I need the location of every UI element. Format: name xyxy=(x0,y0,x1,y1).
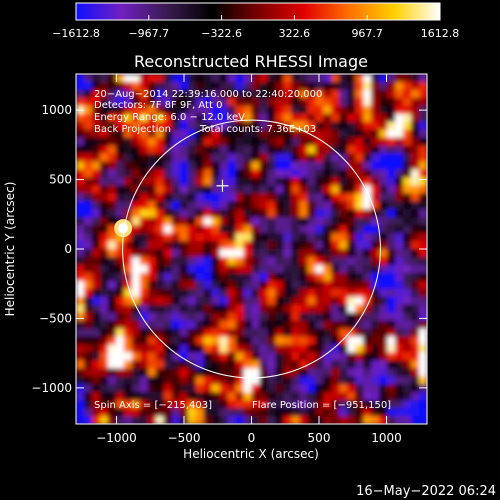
y-tick-label: −1000 xyxy=(31,381,72,395)
annotation-total-counts: Total counts: 7.36E+03 xyxy=(199,124,316,135)
x-tick-label: 500 xyxy=(308,431,331,445)
y-tick-label: 0 xyxy=(64,242,72,256)
x-tick-label: 0 xyxy=(248,431,256,445)
colorbar-tick-label: −322.6 xyxy=(201,27,242,40)
colorbar-tick-label: 322.6 xyxy=(279,27,311,40)
solar-disk-outline xyxy=(122,119,381,379)
plus-marker xyxy=(216,179,229,192)
x-tick-label: −500 xyxy=(168,431,201,445)
x-axis-label: Heliocentric X (arcsec) xyxy=(183,447,319,461)
y-tick-label: 1000 xyxy=(41,103,72,117)
annotation-spin-axis: Spin Axis = [−215,403] xyxy=(94,400,212,411)
colorbar-ticks: −1612.8 −967.7 −322.6 322.6 967.7 1612.8 xyxy=(52,15,459,40)
y-tick-label: 500 xyxy=(49,173,72,187)
annotation-time-range: 20−Aug−2014 22:39:16.000 to 22:40:20.000 xyxy=(94,89,322,100)
y-axis-label: Heliocentric Y (arcsec) xyxy=(3,182,17,317)
x-tick-label: 1000 xyxy=(371,431,402,445)
x-tick-label: −1000 xyxy=(96,431,137,445)
heatmap-image xyxy=(76,74,427,424)
colorbar: −1612.8 −967.7 −322.6 322.6 967.7 1612.8 xyxy=(52,2,459,40)
annotation-flare-position: Flare Position = [−951,150] xyxy=(252,400,391,411)
axis-tick-labels: −1000 −500 0 500 1000 −1000 −500 0 500 1000 xyxy=(31,103,401,445)
annotation-method: Back Projection xyxy=(94,124,171,135)
y-tick-label: −500 xyxy=(39,311,72,325)
colorbar-tick-label: −1612.8 xyxy=(52,27,100,40)
colorbar-tick-label: −967.7 xyxy=(128,27,169,40)
colorbar-tick-label: 967.7 xyxy=(351,27,383,40)
bright-source-core xyxy=(118,223,129,234)
colorbar-gradient xyxy=(75,2,441,21)
chart-title: Reconstructed RHESSI Image xyxy=(134,52,368,71)
annotations: 20−Aug−2014 22:39:16.000 to 22:40:20.000… xyxy=(94,89,391,411)
annotation-detectors: Detectors: 7F 8F 9F, Att 0 xyxy=(94,100,222,111)
annotation-energy-range: Energy Range: 6.0 − 12.0 keV xyxy=(94,112,245,123)
colorbar-tick-label: 1612.8 xyxy=(421,27,460,40)
axis-ticks xyxy=(76,74,427,424)
footer-timestamp: 16−May−2022 06:24 xyxy=(356,484,496,499)
